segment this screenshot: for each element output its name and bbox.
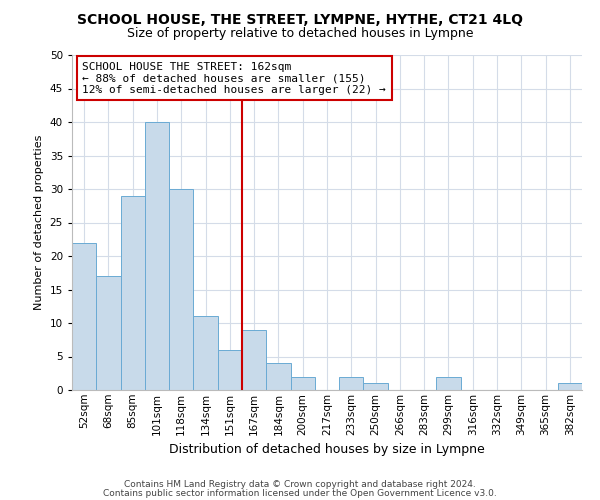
Bar	[339, 376, 364, 390]
Bar	[169, 189, 193, 390]
Bar	[96, 276, 121, 390]
Y-axis label: Number of detached properties: Number of detached properties	[34, 135, 44, 310]
X-axis label: Distribution of detached houses by size in Lympne: Distribution of detached houses by size …	[169, 443, 485, 456]
Bar	[558, 384, 582, 390]
Text: Contains public sector information licensed under the Open Government Licence v3: Contains public sector information licen…	[103, 488, 497, 498]
Text: SCHOOL HOUSE THE STREET: 162sqm
← 88% of detached houses are smaller (155)
12% o: SCHOOL HOUSE THE STREET: 162sqm ← 88% of…	[82, 62, 386, 95]
Text: Contains HM Land Registry data © Crown copyright and database right 2024.: Contains HM Land Registry data © Crown c…	[124, 480, 476, 489]
Text: SCHOOL HOUSE, THE STREET, LYMPNE, HYTHE, CT21 4LQ: SCHOOL HOUSE, THE STREET, LYMPNE, HYTHE,…	[77, 12, 523, 26]
Bar	[193, 316, 218, 390]
Bar	[242, 330, 266, 390]
Bar	[121, 196, 145, 390]
Bar	[72, 242, 96, 390]
Bar	[218, 350, 242, 390]
Bar	[145, 122, 169, 390]
Text: Size of property relative to detached houses in Lympne: Size of property relative to detached ho…	[127, 28, 473, 40]
Bar	[266, 363, 290, 390]
Bar	[364, 384, 388, 390]
Bar	[436, 376, 461, 390]
Bar	[290, 376, 315, 390]
